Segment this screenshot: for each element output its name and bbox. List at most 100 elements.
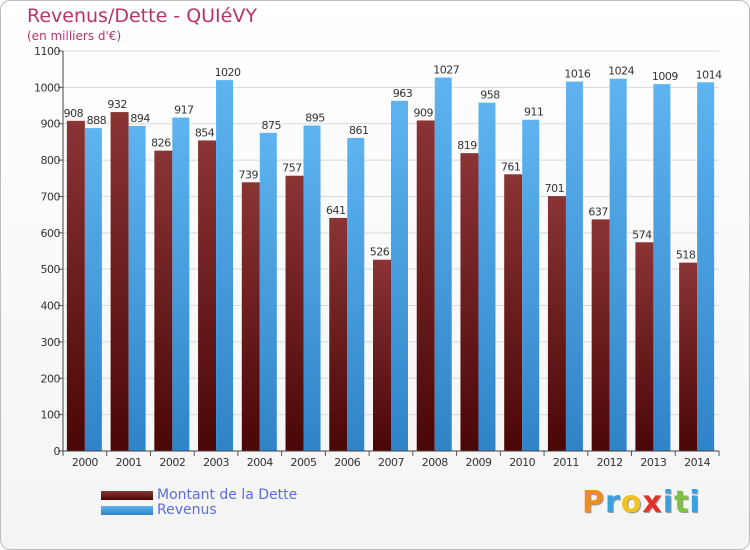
legend-label-revenus: Revenus [157,502,217,518]
data-label-revenus: 1016 [564,68,590,81]
legend-swatch-dette [101,491,153,500]
bar-dette [504,174,523,452]
x-tick-label: 2004 [247,456,273,469]
data-label-dette: 637 [588,205,608,218]
y-tick-label: 600 [41,227,61,240]
data-label-revenus: 894 [130,112,150,125]
y-tick-label: 700 [41,190,61,203]
bar-dette [679,262,698,451]
bar-revenus [303,125,321,451]
bar-dette [460,153,479,451]
bar-revenus [172,117,190,451]
bar-dette [154,150,173,452]
x-tick-label: 2009 [465,456,491,469]
bar-revenus [128,125,146,451]
x-tick-label: 2011 [553,456,579,469]
x-tick-label: 2012 [597,456,623,469]
y-tick-label: 400 [41,300,61,313]
data-label-revenus: 917 [174,104,194,117]
chart-subtitle: (en milliers d'€) [27,29,122,43]
chart-title: Revenus/Dette - QUIéVY [27,5,257,27]
data-label-dette: 909 [413,106,433,119]
bar-revenus [522,119,540,452]
data-label-dette: 757 [282,162,302,175]
data-label-dette: 641 [326,204,346,217]
x-tick-label: 2000 [72,456,98,469]
bar-revenus [216,80,234,451]
data-label-dette: 518 [676,249,696,262]
y-tick-label: 500 [41,263,61,276]
data-label-revenus: 1014 [696,68,722,81]
data-label-revenus: 888 [87,114,107,127]
y-tick-label: 100 [41,409,61,422]
data-label-revenus: 895 [305,112,325,125]
logo-letter: i [662,485,675,520]
x-tick-label: 2007 [378,456,404,469]
data-label-revenus: 958 [480,89,500,102]
x-tick-label: 2002 [159,456,185,469]
bar-dette [416,120,435,452]
data-label-revenus: 1009 [652,70,678,83]
data-label-revenus: 963 [393,87,413,100]
data-label-dette: 819 [457,139,477,152]
bar-dette [591,219,610,451]
data-label-dette: 908 [64,107,84,120]
bar-revenus [697,82,715,451]
bar-revenus [259,132,277,451]
bar-dette [241,182,260,452]
x-tick-label: 2001 [116,456,142,469]
logo-letter: o [620,485,643,520]
legend-swatch-revenus [101,506,153,515]
bar-revenus [653,84,671,451]
bar-dette [285,175,304,451]
bar-revenus [347,137,365,451]
logo-letter: P [582,485,605,520]
bar-revenus [434,77,452,451]
y-tick-label: 1100 [34,45,60,58]
x-tick-label: 2008 [422,456,448,469]
bar-dette [635,242,654,451]
data-label-dette: 854 [195,126,215,139]
bar-dette [110,112,129,451]
data-label-dette: 826 [151,137,171,150]
data-label-dette: 739 [239,168,259,181]
x-tick-label: 2010 [509,456,535,469]
data-label-revenus: 1020 [215,66,241,79]
y-tick-label: 900 [41,118,61,131]
bar-dette [198,140,217,452]
data-label-dette: 761 [501,160,521,173]
x-tick-label: 2005 [291,456,317,469]
data-label-revenus: 911 [524,106,544,119]
bar-revenus [84,128,102,451]
x-tick-label: 2006 [334,456,360,469]
y-tick-label: 1000 [34,81,60,94]
data-label-dette: 574 [632,228,652,241]
logo-letter: i [689,485,701,520]
legend-label-dette: Montant de la Dette [157,487,298,503]
logo-letter: r [605,485,621,520]
logo-letter: t [674,485,690,520]
data-label-revenus: 861 [349,124,369,137]
y-tick-label: 800 [41,154,61,167]
data-label-revenus: 1024 [608,65,634,78]
bar-revenus [609,78,627,452]
data-label-dette: 701 [545,182,565,195]
y-tick-label: 0 [54,445,61,458]
data-label-dette: 526 [370,246,390,259]
bar-revenus [565,81,583,451]
data-label-revenus: 875 [262,119,282,132]
proxiti-logo: Proxiti [582,485,701,520]
logo-letter: x [642,485,663,520]
data-label-revenus: 1027 [433,64,459,77]
bar-dette [66,120,85,452]
bar-dette [547,196,566,451]
y-tick-label: 300 [41,336,61,349]
bar-dette [373,259,391,451]
bar-dette [329,217,348,451]
y-tick-label: 200 [41,372,61,385]
data-label-dette: 932 [107,98,127,111]
x-tick-label: 2003 [203,456,229,469]
x-tick-label: 2013 [640,456,666,469]
